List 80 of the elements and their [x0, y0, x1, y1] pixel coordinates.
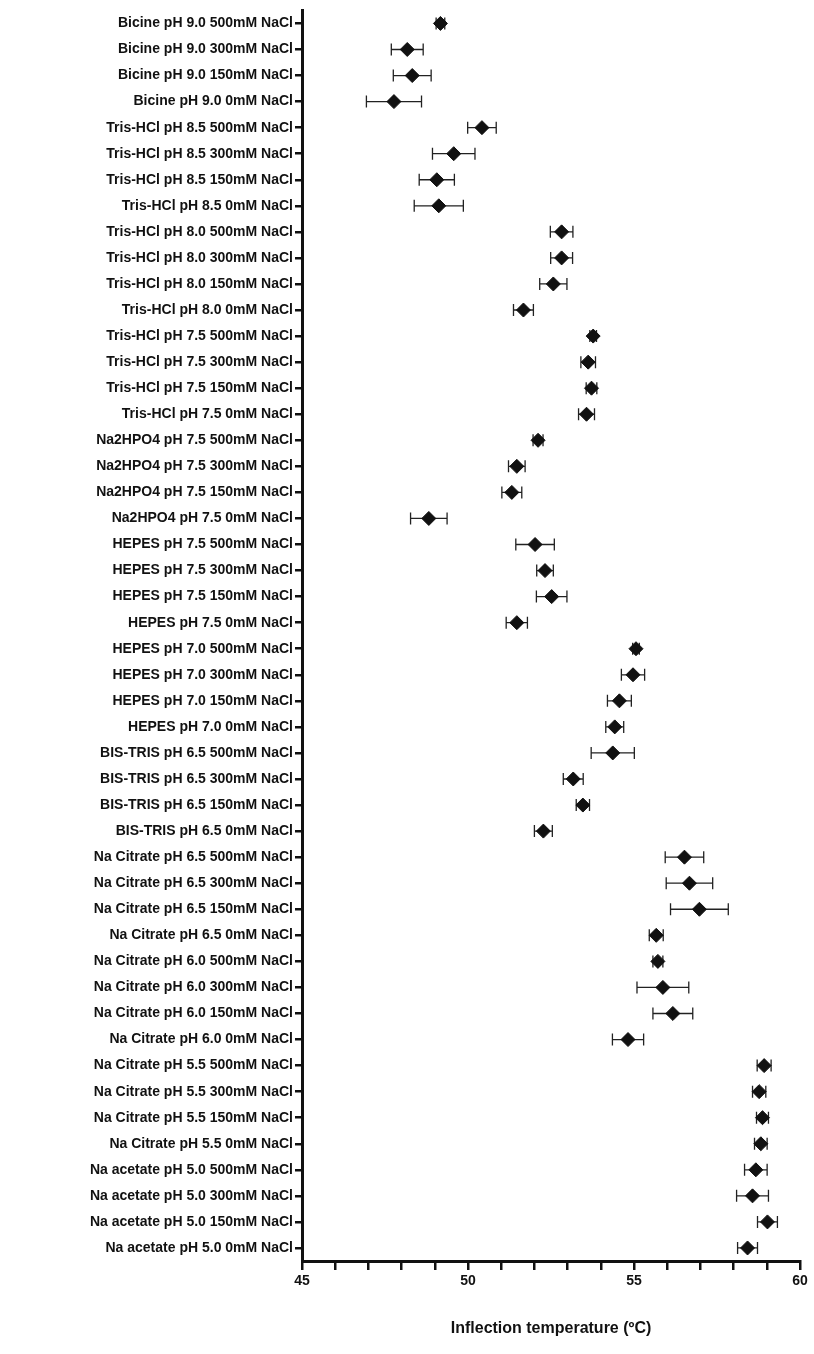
y-tick-label: HEPES pH 7.5 0mM NaCl [128, 613, 293, 630]
point [676, 849, 692, 865]
y-tick-label: Na2HPO4 pH 7.5 500mM NaCl [96, 431, 293, 448]
y-tick-label: Na Citrate pH 5.5 500mM NaCl [93, 1056, 293, 1073]
point [545, 276, 561, 292]
y-tick-label: Na Citrate pH 6.0 300mM NaCl [93, 978, 293, 995]
point [620, 1032, 636, 1048]
point [421, 510, 437, 526]
y-tick-label: Na2HPO4 pH 7.5 0mM NaCl [111, 509, 293, 526]
y-tick-label: Tris-HCl pH 7.5 500mM NaCl [106, 326, 293, 343]
y-tick-label: BIS-TRIS pH 6.5 150mM NaCl [100, 795, 293, 812]
point [585, 328, 601, 344]
y-tick-label: Na Citrate pH 6.0 500mM NaCl [93, 952, 293, 969]
y-tick-label: BIS-TRIS pH 6.5 500mM NaCl [100, 743, 293, 760]
point [655, 979, 671, 995]
point [509, 615, 525, 631]
y-tick-label: Na2HPO4 pH 7.5 150mM NaCl [96, 483, 293, 500]
y-tick-label: Tris-HCl pH 8.5 300mM NaCl [106, 144, 293, 161]
point [386, 94, 402, 110]
point [446, 146, 462, 162]
point [399, 41, 415, 57]
y-tick-label: Na2HPO4 pH 7.5 300mM NaCl [96, 457, 293, 474]
point [554, 250, 570, 266]
y-tick-label: Tris-HCl pH 8.5 0mM NaCl [121, 196, 293, 213]
y-tick-label: BIS-TRIS pH 6.5 300mM NaCl [100, 769, 293, 786]
point [625, 667, 641, 683]
y-tick-label: Na Citrate pH 6.0 150mM NaCl [93, 1004, 293, 1021]
y-tick-label: HEPES pH 7.0 300mM NaCl [112, 665, 293, 682]
point [527, 537, 543, 553]
y-tick-label: Na Citrate pH 5.5 300mM NaCl [93, 1082, 293, 1099]
point [554, 224, 570, 240]
x-tick-label: 55 [626, 1272, 642, 1289]
y-tick-label: Tris-HCl pH 7.5 300mM NaCl [106, 352, 293, 369]
y-tick-label: Tris-HCl pH 8.0 500mM NaCl [106, 222, 293, 239]
y-tick-label: HEPES pH 7.0 150mM NaCl [112, 691, 293, 708]
y-tick-label: Bicine pH 9.0 300mM NaCl [117, 40, 293, 57]
x-tick-label: 60 [792, 1272, 808, 1289]
y-tick-label: Tris-HCl pH 8.0 300mM NaCl [106, 248, 293, 265]
y-tick-label: HEPES pH 7.5 500mM NaCl [112, 535, 293, 552]
point [611, 693, 627, 709]
y-tick-label: HEPES pH 7.5 150mM NaCl [112, 587, 293, 604]
y-tick-label: Tris-HCl pH 8.0 0mM NaCl [121, 300, 293, 317]
point [628, 641, 644, 657]
point [404, 68, 420, 84]
point [681, 875, 697, 891]
y-tick-label: HEPES pH 7.0 0mM NaCl [128, 717, 293, 734]
point [544, 589, 560, 605]
y-tick-label: Na acetate pH 5.0 500mM NaCl [89, 1160, 293, 1177]
point [691, 901, 707, 917]
y-tick-label: Na Citrate pH 6.5 500mM NaCl [93, 848, 293, 865]
y-tick-label: Na Citrate pH 6.5 300mM NaCl [93, 874, 293, 891]
y-tick-label: HEPES pH 7.0 500mM NaCl [112, 639, 293, 656]
y-tick-label: Tris-HCl pH 8.5 500mM NaCl [106, 118, 293, 135]
y-tick-label: Na acetate pH 5.0 150mM NaCl [89, 1212, 293, 1229]
y-tick-label: Na Citrate pH 5.5 0mM NaCl [109, 1134, 293, 1151]
y-tick-label: Na Citrate pH 6.5 150mM NaCl [93, 900, 293, 917]
y-tick-label: Bicine pH 9.0 150mM NaCl [117, 66, 293, 83]
y-tick-label: Na acetate pH 5.0 300mM NaCl [89, 1186, 293, 1203]
y-tick-label: Bicine pH 9.0 0mM NaCl [133, 92, 293, 109]
point [748, 1162, 764, 1178]
point [429, 172, 445, 188]
point [605, 745, 621, 761]
y-tick-label: Na Citrate pH 6.0 0mM NaCl [109, 1030, 293, 1047]
y-tick-label: BIS-TRIS pH 6.5 0mM NaCl [115, 821, 293, 838]
point [745, 1188, 761, 1204]
x-tick-label: 50 [460, 1272, 476, 1289]
y-tick-label: Bicine pH 9.0 500mM NaCl [117, 14, 293, 31]
point [665, 1005, 681, 1021]
y-tick-label: HEPES pH 7.5 300mM NaCl [112, 561, 293, 578]
point [431, 198, 447, 214]
y-tick-label: Na Citrate pH 6.5 0mM NaCl [109, 926, 293, 943]
point [474, 120, 490, 136]
y-tick-label: Na acetate pH 5.0 0mM NaCl [105, 1238, 293, 1255]
y-tick-label: Tris-HCl pH 7.5 0mM NaCl [121, 405, 293, 422]
y-tick-label: Na Citrate pH 5.5 150mM NaCl [93, 1108, 293, 1125]
y-tick-label: Tris-HCl pH 8.0 150mM NaCl [106, 274, 293, 291]
y-tick-label: Tris-HCl pH 8.5 150mM NaCl [106, 170, 293, 187]
x-axis-title: Inflection temperature (ºC) [450, 1318, 652, 1336]
x-tick-label: 45 [294, 1272, 310, 1289]
y-tick-label: Tris-HCl pH 7.5 150mM NaCl [106, 379, 293, 396]
